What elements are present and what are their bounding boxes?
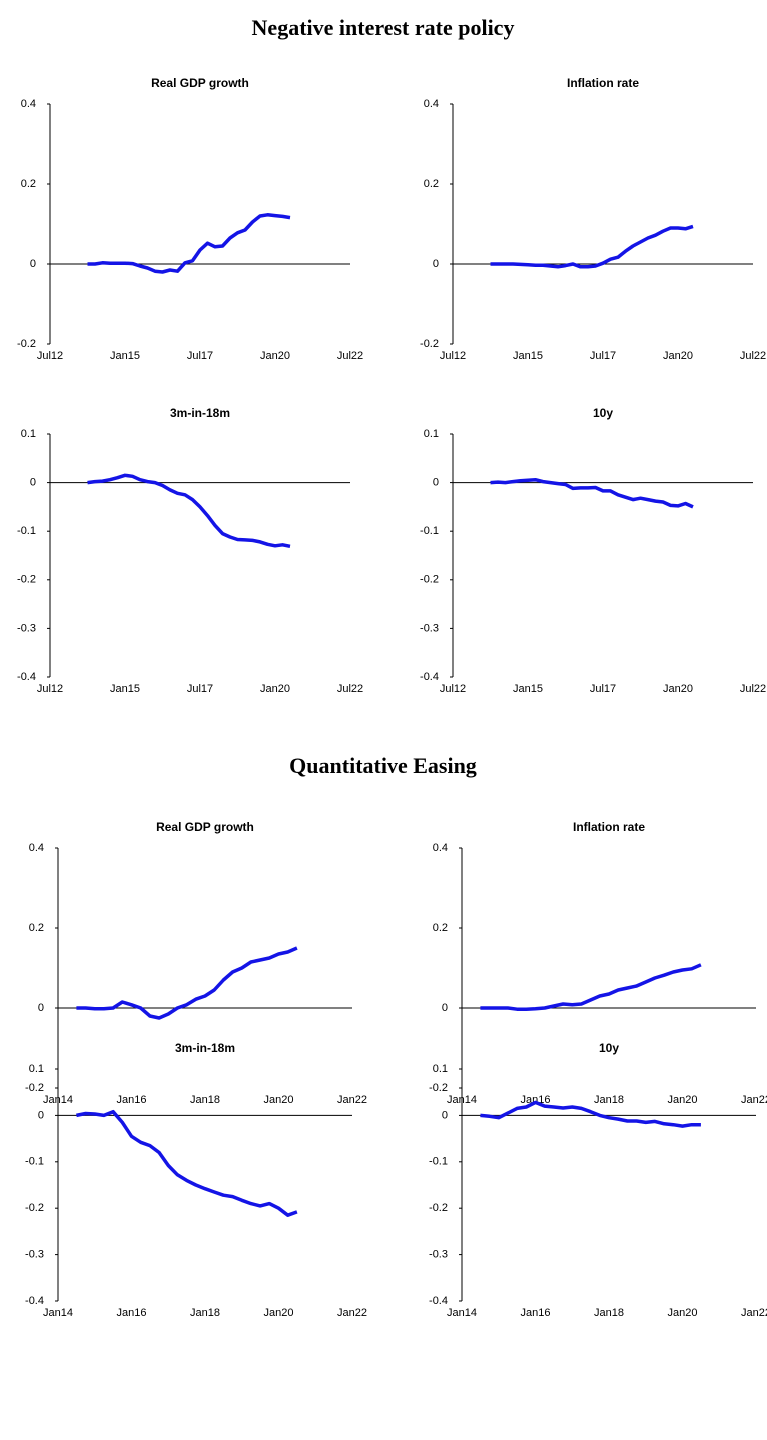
chart-title: Real GDP growth xyxy=(151,76,249,90)
y-tick-label: 0 xyxy=(38,1109,44,1121)
y-tick-label: 0.4 xyxy=(424,98,439,110)
chart-title: 3m-in-18m xyxy=(175,1041,235,1055)
y-tick-label: -0.4 xyxy=(17,671,36,683)
x-tick-label: Jan18 xyxy=(594,1094,624,1106)
y-tick-label: -0.1 xyxy=(429,1156,448,1168)
x-tick-label: Jan22 xyxy=(337,1307,367,1319)
x-tick-label: Jul22 xyxy=(337,350,363,362)
chart-title: 10y xyxy=(599,1041,619,1055)
x-tick-label: Jan20 xyxy=(264,1094,294,1106)
x-tick-label: Jul22 xyxy=(337,683,363,695)
x-tick-label: Jan14 xyxy=(447,1307,477,1319)
y-tick-label: 0.2 xyxy=(424,178,439,190)
y-tick-label: 0.2 xyxy=(29,922,44,934)
x-tick-label: Jul17 xyxy=(590,350,616,362)
y-tick-label: -0.2 xyxy=(25,1202,44,1214)
data-line xyxy=(87,473,291,549)
x-tick-label: Jul12 xyxy=(440,683,466,695)
y-tick-label: -0.3 xyxy=(25,1249,44,1261)
y-tick-label: -0.3 xyxy=(429,1249,448,1261)
chart-title: Inflation rate xyxy=(567,76,639,90)
y-tick-label: 0.1 xyxy=(21,428,36,440)
x-tick-label: Jan20 xyxy=(668,1094,698,1106)
y-tick-label: 0 xyxy=(442,1002,448,1014)
chart-title: Real GDP growth xyxy=(156,820,254,834)
x-tick-label: Jan22 xyxy=(741,1307,767,1319)
y-tick-label: 0 xyxy=(433,258,439,270)
y-tick-label: -0.3 xyxy=(420,622,439,634)
x-tick-label: Jan20 xyxy=(668,1307,698,1319)
x-tick-label: Jan18 xyxy=(190,1094,220,1106)
y-tick-label: -0.1 xyxy=(420,525,439,537)
x-tick-label: Jul22 xyxy=(740,683,766,695)
y-tick-label: 0.2 xyxy=(433,922,448,934)
data-line xyxy=(480,1100,701,1128)
y-tick-label: 0 xyxy=(38,1002,44,1014)
x-tick-label: Jul22 xyxy=(740,350,766,362)
section-title: Quantitative Easing xyxy=(289,753,477,778)
chart-title: 10y xyxy=(593,406,613,420)
x-tick-label: Jul12 xyxy=(37,683,63,695)
y-tick-label: 0 xyxy=(442,1109,448,1121)
y-tick-label: -0.2 xyxy=(429,1082,448,1094)
x-tick-label: Jan14 xyxy=(43,1307,73,1319)
x-tick-label: Jan16 xyxy=(117,1094,147,1106)
y-tick-label: 0.1 xyxy=(424,428,439,440)
y-tick-label: -0.1 xyxy=(17,525,36,537)
y-tick-label: -0.2 xyxy=(429,1202,448,1214)
section-title: Negative interest rate policy xyxy=(252,15,515,40)
y-tick-label: 0.1 xyxy=(29,1063,44,1075)
x-tick-label: Jan20 xyxy=(663,350,693,362)
x-tick-label: Jan16 xyxy=(117,1307,147,1319)
y-tick-label: 0.4 xyxy=(433,842,448,854)
x-tick-label: Jan20 xyxy=(260,683,290,695)
y-tick-label: -0.3 xyxy=(17,622,36,634)
y-tick-label: -0.2 xyxy=(25,1082,44,1094)
x-tick-label: Jul12 xyxy=(37,350,63,362)
chart-title: 3m-in-18m xyxy=(170,406,230,420)
x-tick-label: Jan18 xyxy=(594,1307,624,1319)
y-tick-label: -0.2 xyxy=(17,338,36,350)
x-tick-label: Jan16 xyxy=(521,1307,551,1319)
x-tick-label: Jan22 xyxy=(337,1094,367,1106)
y-tick-label: -0.4 xyxy=(25,1295,44,1307)
y-tick-label: 0 xyxy=(30,477,36,489)
data-line xyxy=(76,946,298,1020)
x-tick-label: Jan15 xyxy=(110,350,140,362)
y-tick-label: -0.4 xyxy=(420,671,439,683)
y-tick-label: -0.2 xyxy=(420,338,439,350)
x-tick-label: Jul17 xyxy=(187,350,213,362)
y-tick-label: 0 xyxy=(30,258,36,270)
y-tick-label: 0 xyxy=(433,477,439,489)
y-tick-label: -0.2 xyxy=(420,574,439,586)
y-tick-label: 0.1 xyxy=(433,1063,448,1075)
x-tick-label: Jul17 xyxy=(187,683,213,695)
x-tick-label: Jan20 xyxy=(663,683,693,695)
data-line xyxy=(480,963,702,1011)
x-tick-label: Jan18 xyxy=(190,1307,220,1319)
x-tick-label: Jan15 xyxy=(513,683,543,695)
data-line xyxy=(76,1109,298,1217)
data-line xyxy=(490,224,694,269)
chart-title: Inflation rate xyxy=(573,820,645,834)
y-tick-label: 0.4 xyxy=(29,842,44,854)
x-tick-label: Jan16 xyxy=(521,1094,551,1106)
x-tick-label: Jan20 xyxy=(264,1307,294,1319)
y-tick-label: -0.1 xyxy=(25,1156,44,1168)
y-tick-label: -0.4 xyxy=(429,1295,448,1307)
x-tick-label: Jan20 xyxy=(260,350,290,362)
x-tick-label: Jan22 xyxy=(741,1094,767,1106)
y-tick-label: 0.4 xyxy=(21,98,36,110)
y-tick-label: -0.2 xyxy=(17,574,36,586)
y-tick-label: 0.2 xyxy=(21,178,36,190)
data-line xyxy=(87,213,291,274)
x-tick-label: Jul12 xyxy=(440,350,466,362)
x-tick-label: Jul17 xyxy=(590,683,616,695)
x-tick-label: Jan15 xyxy=(513,350,543,362)
data-line xyxy=(490,477,694,509)
x-tick-label: Jan15 xyxy=(110,683,140,695)
